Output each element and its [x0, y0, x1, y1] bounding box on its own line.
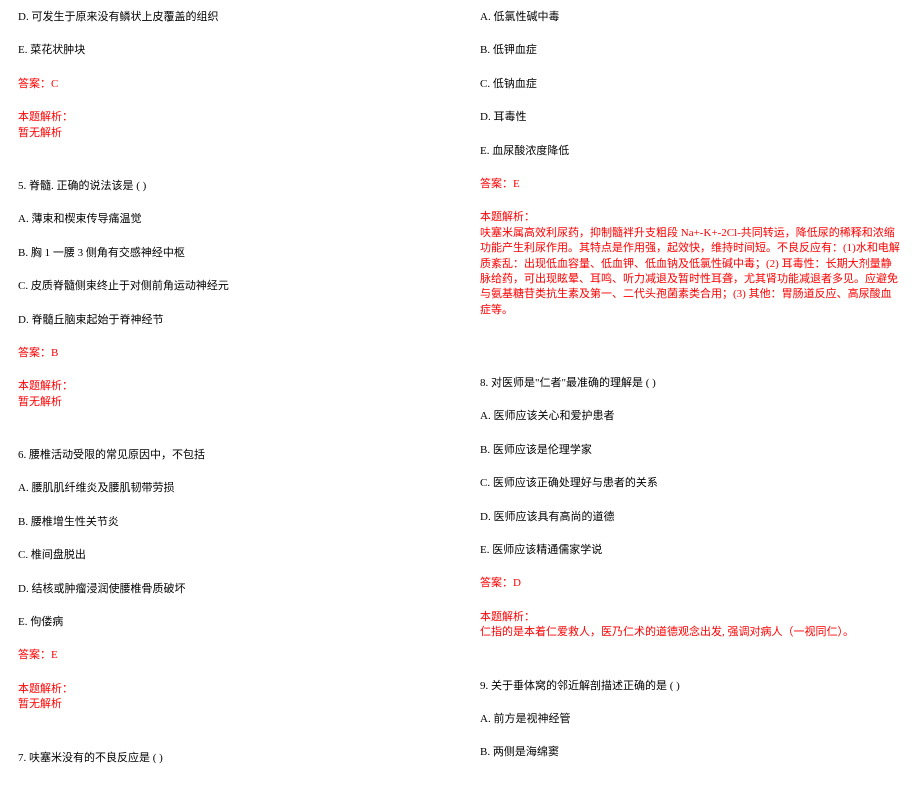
q8-explanation-text: 仁指的是本着仁爱救人，医乃仁术的道德观念出发, 强调对病人（一视同仁）。 — [480, 625, 902, 640]
q9-option-a: A. 前方是视神经管 — [480, 712, 902, 727]
q7-answer: 答案：E — [480, 177, 902, 192]
q8-option-a: A. 医师应该关心和爱护患者 — [480, 409, 902, 424]
q6-option-c: C. 椎间盘脱出 — [18, 548, 440, 563]
q7-title: 7. 呋塞米没有的不良反应是 ( ) — [18, 751, 440, 766]
q5-explanation-text: 暂无解析 — [18, 395, 440, 410]
q5-option-a: A. 薄束和楔束传导痛温觉 — [18, 212, 440, 227]
q5-explanation-label: 本题解析： — [18, 379, 440, 394]
q6-option-b: B. 腰椎增生性关节炎 — [18, 515, 440, 530]
q7-option-d: D. 耳毒性 — [480, 110, 902, 125]
q7-explanation-label: 本题解析： — [480, 210, 902, 225]
q6-option-d: D. 结核或肿瘤浸润使腰椎骨质破坏 — [18, 582, 440, 597]
right-column: A. 低氯性碱中毒 B. 低钾血症 C. 低钠血症 D. 耳毒性 E. 血尿酸浓… — [460, 10, 902, 784]
q5-answer: 答案：B — [18, 346, 440, 361]
q9-option-b: B. 两侧是海绵窦 — [480, 745, 902, 760]
q5-option-c: C. 皮质脊髓侧束终止于对侧前角运动神经元 — [18, 279, 440, 294]
q6-option-e: E. 佝偻病 — [18, 615, 440, 630]
q9-title: 9. 关于垂体窝的邻近解剖描述正确的是 ( ) — [480, 679, 902, 694]
q4-option-d: D. 可发生于原来没有鳞状上皮覆盖的组织 — [18, 10, 440, 25]
q7-option-b: B. 低钾血症 — [480, 43, 902, 58]
q4-answer: 答案：C — [18, 77, 440, 92]
q7-option-e: E. 血尿酸浓度降低 — [480, 144, 902, 159]
q5-option-d: D. 脊髓丘脑束起始于脊神经节 — [18, 313, 440, 328]
q8-option-b: B. 医师应该是伦理学家 — [480, 443, 902, 458]
q7-explanation-text: 呋塞米属高效利尿药，抑制髓袢升支粗段 Na+-K+-2Cl-共同转运，降低尿的稀… — [480, 226, 902, 318]
q8-answer: 答案：D — [480, 576, 902, 591]
q7-option-c: C. 低钠血症 — [480, 77, 902, 92]
q8-option-d: D. 医师应该具有高尚的道德 — [480, 510, 902, 525]
q6-option-a: A. 腰肌肌纤维炎及腰肌韧带劳损 — [18, 481, 440, 496]
q5-option-b: B. 胸 1 一腰 3 侧角有交感神经中枢 — [18, 246, 440, 261]
q8-title: 8. 对医师是"仁者"最准确的理解是 ( ) — [480, 376, 902, 391]
q4-explanation-text: 暂无解析 — [18, 126, 440, 141]
q6-title: 6. 腰椎活动受限的常见原因中，不包括 — [18, 448, 440, 463]
q4-explanation-label: 本题解析： — [18, 110, 440, 125]
q8-option-c: C. 医师应该正确处理好与患者的关系 — [480, 476, 902, 491]
q5-title: 5. 脊髓. 正确的说法该是 ( ) — [18, 179, 440, 194]
q8-option-e: E. 医师应该精通儒家学说 — [480, 543, 902, 558]
q6-explanation-text: 暂无解析 — [18, 697, 440, 712]
left-column: D. 可发生于原来没有鳞状上皮覆盖的组织 E. 菜花状肿块 答案：C 本题解析：… — [18, 10, 460, 784]
q6-explanation-label: 本题解析： — [18, 682, 440, 697]
q8-explanation-label: 本题解析： — [480, 610, 902, 625]
q4-option-e: E. 菜花状肿块 — [18, 43, 440, 58]
q7-option-a: A. 低氯性碱中毒 — [480, 10, 902, 25]
